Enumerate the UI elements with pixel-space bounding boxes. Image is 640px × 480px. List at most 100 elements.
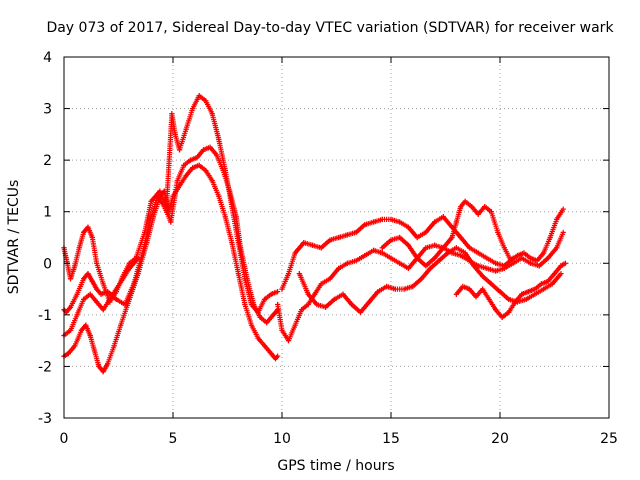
data-point — [78, 327, 85, 333]
data-point — [449, 224, 455, 230]
data-point — [120, 276, 126, 282]
data-point — [388, 216, 394, 223]
y-tick-label: -2 — [38, 359, 52, 375]
data-point — [85, 224, 91, 230]
data-point — [549, 281, 555, 287]
data-point — [384, 283, 390, 290]
data-point — [475, 250, 481, 256]
data-point — [107, 296, 113, 302]
data-point — [275, 301, 281, 308]
data-point — [81, 229, 87, 235]
data-point — [168, 219, 174, 225]
data-point — [270, 312, 276, 318]
data-point — [279, 327, 285, 333]
data-point — [488, 209, 494, 215]
data-point — [94, 299, 100, 305]
series-layer — [61, 93, 568, 375]
data-point — [323, 304, 329, 310]
data-point — [344, 232, 350, 238]
data-point — [449, 234, 455, 241]
y-tick-label: 0 — [43, 256, 52, 272]
data-point — [331, 296, 337, 302]
data-point — [216, 136, 222, 143]
data-point — [427, 265, 433, 272]
data-point — [545, 278, 551, 284]
data-point — [98, 291, 104, 297]
data-point — [388, 237, 394, 243]
data-point — [436, 258, 442, 264]
data-point — [96, 363, 102, 370]
data-point — [222, 214, 228, 220]
data-point — [81, 276, 87, 282]
data-point — [397, 219, 403, 225]
data-point — [275, 353, 281, 359]
data-point — [375, 289, 381, 295]
data-point — [194, 154, 200, 161]
series-track-C — [61, 93, 281, 315]
data-point — [388, 255, 394, 261]
data-point — [473, 294, 479, 300]
data-point — [541, 286, 547, 292]
data-point — [196, 162, 202, 168]
data-point — [207, 144, 213, 150]
data-point — [366, 299, 372, 305]
data-point — [349, 301, 355, 308]
series-track-I — [453, 260, 568, 321]
data-point — [353, 229, 359, 235]
data-point — [113, 286, 119, 292]
data-point — [405, 265, 412, 272]
data-point — [432, 255, 438, 261]
data-point — [174, 178, 180, 184]
data-point — [111, 343, 117, 349]
grid — [64, 57, 609, 418]
series-track-D — [61, 255, 141, 339]
y-tick-label: 4 — [43, 50, 52, 66]
y-tick-label: -3 — [38, 411, 52, 427]
data-point — [460, 283, 466, 290]
series-track-G — [296, 245, 564, 315]
data-point — [445, 250, 451, 256]
data-point — [94, 286, 100, 292]
data-point — [469, 203, 475, 210]
data-point — [525, 289, 531, 295]
data-point — [532, 286, 538, 292]
data-point — [176, 183, 183, 189]
data-point — [292, 322, 298, 328]
data-point — [87, 332, 93, 339]
data-point — [222, 167, 228, 174]
data-point — [318, 245, 324, 251]
data-point — [87, 291, 93, 297]
data-point — [248, 322, 255, 328]
data-point — [506, 309, 512, 315]
data-point — [545, 255, 551, 261]
data-point — [255, 335, 261, 341]
data-point — [554, 245, 560, 251]
data-point — [414, 255, 420, 261]
data-point — [131, 281, 137, 287]
data-point — [506, 296, 512, 302]
data-point — [327, 276, 333, 282]
data-point — [67, 327, 74, 333]
data-point — [122, 301, 128, 308]
chart-title: Day 073 of 2017, Sidereal Day-to-day VTE… — [46, 20, 614, 36]
data-point — [268, 291, 274, 297]
data-point — [72, 263, 78, 269]
data-point — [501, 245, 507, 251]
data-point — [423, 245, 429, 251]
data-point — [462, 250, 468, 256]
data-point — [209, 178, 215, 184]
data-point — [551, 271, 558, 277]
tick-labels: 0 5 10 15 20 25 -3 -2 -1 0 1 2 3 4 — [38, 50, 618, 447]
x-tick-label: 25 — [600, 431, 618, 447]
data-point — [135, 255, 141, 261]
data-point — [432, 219, 438, 225]
data-point — [493, 268, 499, 274]
data-point — [318, 281, 324, 287]
data-point — [534, 258, 540, 264]
data-point — [353, 258, 359, 264]
data-point — [458, 203, 464, 210]
data-point — [67, 276, 74, 282]
data-point — [275, 289, 281, 295]
data-point — [139, 250, 146, 256]
